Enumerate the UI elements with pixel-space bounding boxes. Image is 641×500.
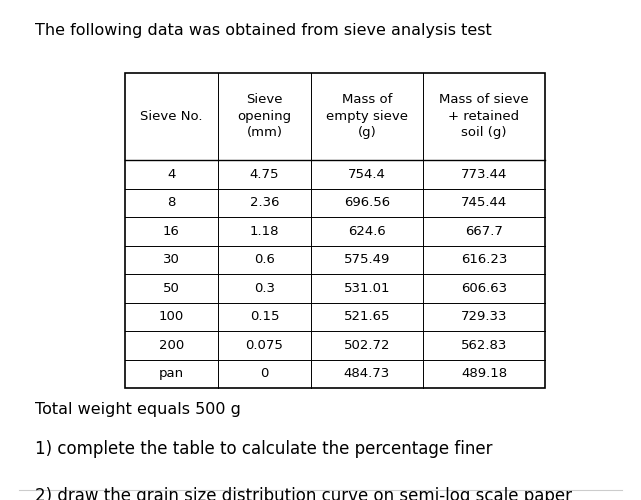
Text: 745.44: 745.44 bbox=[461, 196, 507, 209]
Text: 729.33: 729.33 bbox=[461, 310, 507, 324]
Text: 4: 4 bbox=[167, 168, 176, 180]
Bar bbox=[125, 72, 545, 388]
Text: 4.75: 4.75 bbox=[249, 168, 279, 180]
Text: Total weight equals 500 g: Total weight equals 500 g bbox=[35, 402, 241, 417]
Text: 100: 100 bbox=[159, 310, 184, 324]
Text: 484.73: 484.73 bbox=[344, 368, 390, 380]
Text: 754.4: 754.4 bbox=[348, 168, 386, 180]
Text: Sieve No.: Sieve No. bbox=[140, 110, 203, 122]
Text: 2.36: 2.36 bbox=[249, 196, 279, 209]
Text: 624.6: 624.6 bbox=[348, 225, 386, 238]
Text: 521.65: 521.65 bbox=[344, 310, 390, 324]
Text: 575.49: 575.49 bbox=[344, 254, 390, 266]
Text: 50: 50 bbox=[163, 282, 180, 295]
Text: The following data was obtained from sieve analysis test: The following data was obtained from sie… bbox=[35, 22, 492, 38]
Text: 200: 200 bbox=[159, 339, 184, 352]
Text: 606.63: 606.63 bbox=[461, 282, 507, 295]
Text: 16: 16 bbox=[163, 225, 180, 238]
Text: pan: pan bbox=[159, 368, 184, 380]
Text: 0: 0 bbox=[260, 368, 269, 380]
Text: 8: 8 bbox=[167, 196, 176, 209]
Text: 1) complete the table to calculate the percentage finer: 1) complete the table to calculate the p… bbox=[35, 440, 493, 458]
Text: 1.18: 1.18 bbox=[249, 225, 279, 238]
Text: 0.6: 0.6 bbox=[254, 254, 275, 266]
Text: 773.44: 773.44 bbox=[461, 168, 507, 180]
Text: 502.72: 502.72 bbox=[344, 339, 390, 352]
Text: 616.23: 616.23 bbox=[461, 254, 507, 266]
Text: 489.18: 489.18 bbox=[461, 368, 507, 380]
Text: Mass of
empty sieve
(g): Mass of empty sieve (g) bbox=[326, 93, 408, 139]
Text: 667.7: 667.7 bbox=[465, 225, 503, 238]
Text: 0.15: 0.15 bbox=[249, 310, 279, 324]
Text: Sieve
opening
(mm): Sieve opening (mm) bbox=[237, 93, 292, 139]
Text: Mass of sieve
+ retained
soil (g): Mass of sieve + retained soil (g) bbox=[439, 93, 529, 139]
Text: 0.3: 0.3 bbox=[254, 282, 275, 295]
Text: 2) draw the grain size distribution curve on semi-log scale paper: 2) draw the grain size distribution curv… bbox=[35, 487, 572, 500]
Text: 531.01: 531.01 bbox=[344, 282, 390, 295]
Text: 562.83: 562.83 bbox=[461, 339, 507, 352]
Text: 30: 30 bbox=[163, 254, 180, 266]
Text: 696.56: 696.56 bbox=[344, 196, 390, 209]
Text: 0.075: 0.075 bbox=[246, 339, 283, 352]
